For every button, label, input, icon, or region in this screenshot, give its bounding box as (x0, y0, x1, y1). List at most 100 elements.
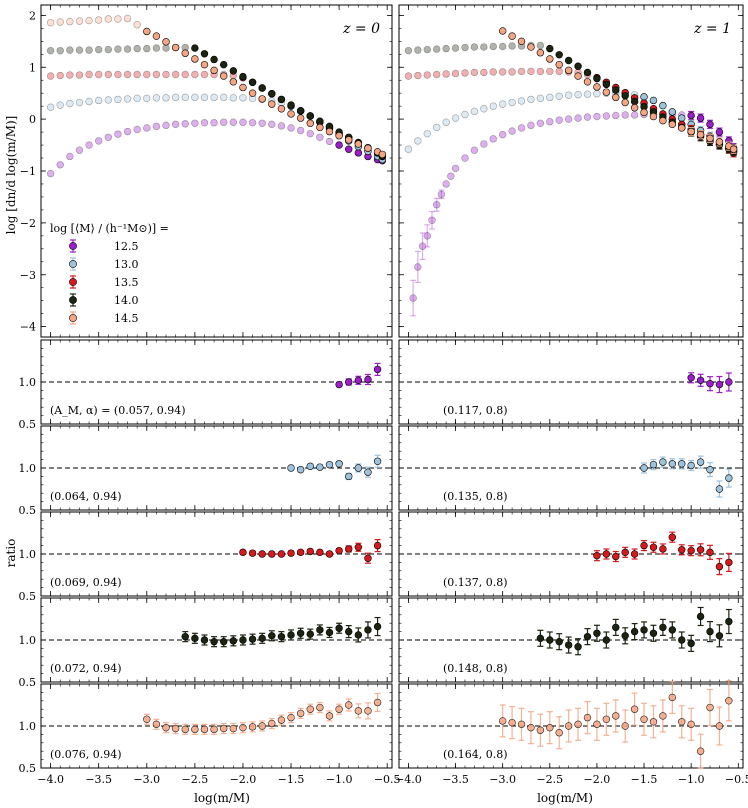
data-point (423, 71, 431, 79)
panel-label: z = 0 (342, 21, 380, 37)
ratio-panel-4-left-ytick-label: 0.5 (19, 676, 37, 689)
ratio-point (593, 629, 601, 637)
ratio-point (345, 545, 353, 553)
ratio-panel-5-right-xtick-label: −1.5 (631, 773, 658, 786)
ratio-point (508, 718, 516, 727)
ratio-point (200, 725, 209, 734)
data-point (239, 118, 247, 126)
ratio-point (268, 550, 276, 558)
data-point (630, 104, 639, 112)
ratio-point (345, 627, 353, 636)
data-point (200, 60, 209, 69)
data-point (706, 134, 714, 143)
data-point (56, 101, 64, 109)
data-point (162, 121, 170, 130)
data-point (593, 90, 601, 98)
data-point (451, 164, 460, 173)
data-point (114, 130, 122, 138)
ratio-point (268, 632, 276, 640)
data-point (461, 69, 469, 77)
data-point (489, 102, 497, 110)
data-point (56, 161, 64, 169)
data-point (687, 127, 695, 136)
data-point (162, 70, 170, 79)
data-point (335, 132, 343, 140)
ratio-point (345, 378, 353, 386)
data-point (442, 44, 450, 53)
ratio-point (725, 558, 733, 567)
data-point (316, 123, 324, 132)
ratio-point (621, 548, 629, 557)
data-point (447, 172, 455, 180)
data-point (152, 32, 161, 40)
data-point (517, 37, 526, 46)
data-point (162, 94, 170, 102)
data-point (480, 140, 488, 148)
ratio-point (564, 641, 573, 649)
data-point (239, 94, 247, 102)
data-point (171, 43, 180, 52)
top-panel-2-series-13-0 (404, 89, 738, 155)
ratio-point (373, 622, 382, 631)
data-point (536, 67, 545, 76)
ratio-point (659, 712, 667, 720)
data-point (612, 93, 620, 102)
data-point (354, 149, 363, 157)
ratio-point (335, 460, 343, 468)
data-point (104, 133, 113, 141)
ratio-point (364, 554, 372, 562)
ratio-point (659, 458, 667, 466)
data-point (602, 88, 611, 96)
data-point (470, 43, 479, 51)
data-point (451, 69, 460, 78)
data-point (668, 120, 677, 129)
ratio-point (248, 549, 257, 557)
ratio-point (612, 552, 620, 561)
data-point (46, 72, 55, 80)
data-point (428, 216, 436, 224)
data-point (564, 91, 573, 99)
data-point (527, 43, 535, 51)
legend-label: 13.0 (114, 258, 139, 271)
data-point (66, 71, 74, 79)
data-point (200, 70, 209, 79)
data-point (508, 42, 516, 50)
data-point (546, 55, 554, 63)
data-point (133, 94, 141, 103)
fit-params-label: (0.072, 0.94) (50, 662, 122, 675)
ratio-point (373, 365, 382, 374)
ratio-point (364, 375, 372, 384)
data-point (296, 114, 305, 122)
data-point (418, 242, 427, 250)
data-point (527, 67, 535, 76)
ratio-point (220, 724, 228, 733)
legend-item-14-0: 14.0 (69, 293, 139, 307)
data-point (715, 138, 724, 146)
ratio-point (715, 562, 724, 571)
data-point (123, 95, 132, 103)
ratio-point (621, 632, 629, 640)
ratio-point (373, 698, 382, 707)
data-point (210, 66, 218, 75)
ratio-point (715, 632, 724, 640)
ratio-panel-1-right: (0.117, 0.8) (398, 339, 744, 425)
ratio-point (335, 380, 343, 389)
ratio-point (659, 545, 667, 553)
ratio-point (316, 626, 324, 634)
ratio-panel-5-left-xtick-label: −3.0 (133, 773, 160, 786)
ratio-point (725, 474, 733, 482)
data-point (489, 68, 497, 76)
data-point (404, 72, 413, 80)
data-point (123, 45, 132, 53)
ratio-point (668, 693, 677, 702)
data-point (220, 60, 228, 69)
ratio-point (364, 626, 372, 634)
data-point (423, 45, 431, 54)
ratio-point (325, 460, 334, 469)
data-point (659, 116, 667, 125)
ratio-point (555, 637, 563, 646)
data-point (442, 70, 450, 78)
data-point (583, 68, 592, 77)
ratio-point (536, 634, 545, 643)
ratio-point (296, 629, 305, 637)
